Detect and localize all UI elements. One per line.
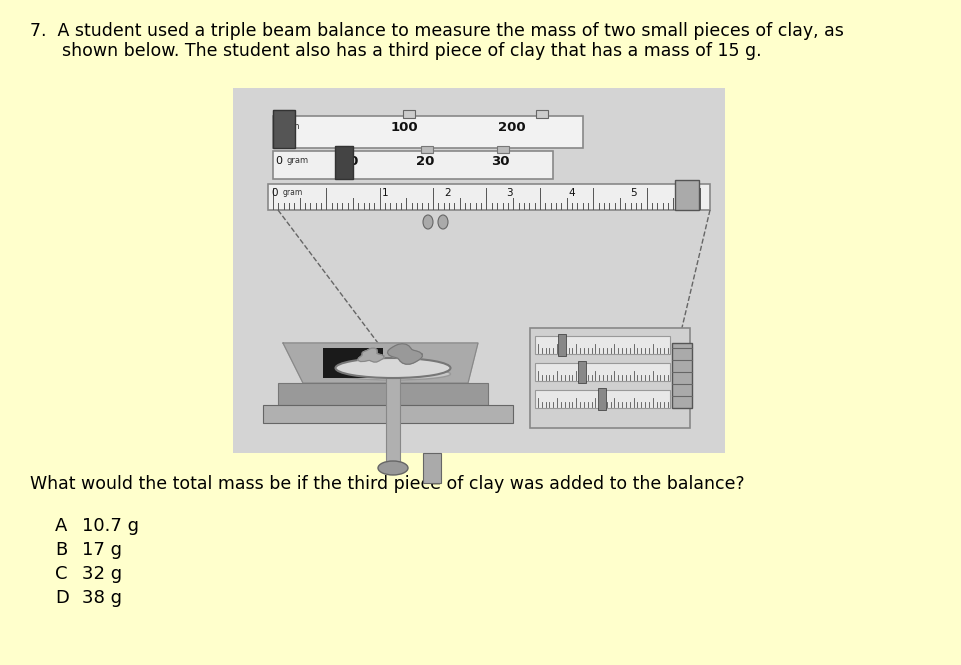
Text: gm: gm: [286, 122, 300, 131]
Bar: [323, 348, 382, 378]
Bar: [268, 184, 709, 210]
Text: 30: 30: [490, 155, 509, 168]
Bar: [672, 343, 691, 408]
Bar: [598, 388, 605, 410]
Text: 5: 5: [629, 188, 636, 198]
Text: gram: gram: [286, 156, 308, 165]
Bar: [534, 390, 669, 408]
Text: 6: 6: [691, 188, 698, 198]
Text: B: B: [55, 541, 67, 559]
Text: 10.7 g: 10.7 g: [82, 517, 138, 535]
Text: 0: 0: [276, 122, 283, 132]
Bar: [273, 151, 553, 179]
Bar: [273, 110, 295, 148]
Text: 38 g: 38 g: [82, 589, 122, 607]
Bar: [530, 328, 689, 428]
Text: 4: 4: [567, 188, 574, 198]
Text: gram: gram: [283, 188, 303, 197]
Text: 1: 1: [382, 188, 388, 198]
Text: 200: 200: [498, 121, 525, 134]
Text: shown below. The student also has a third piece of clay that has a mass of 15 g.: shown below. The student also has a thir…: [62, 42, 761, 60]
Text: 3: 3: [505, 188, 512, 198]
Ellipse shape: [335, 358, 450, 378]
Text: C: C: [55, 565, 67, 583]
Bar: [385, 378, 400, 463]
Text: 32 g: 32 g: [82, 565, 122, 583]
Bar: [262, 405, 512, 423]
Ellipse shape: [335, 368, 450, 380]
Bar: [273, 110, 293, 118]
Bar: [536, 110, 548, 118]
Text: A: A: [55, 517, 67, 535]
Ellipse shape: [437, 215, 448, 229]
Bar: [403, 110, 415, 118]
Text: 17 g: 17 g: [82, 541, 122, 559]
Polygon shape: [387, 344, 422, 364]
Bar: [578, 361, 585, 383]
Ellipse shape: [378, 461, 407, 475]
Bar: [557, 334, 565, 356]
Text: D: D: [55, 589, 69, 607]
Bar: [334, 146, 353, 179]
Bar: [421, 146, 432, 153]
Polygon shape: [357, 348, 383, 362]
Bar: [534, 363, 669, 381]
Bar: [675, 180, 699, 210]
Text: 7.  A student used a triple beam balance to measure the mass of two small pieces: 7. A student used a triple beam balance …: [30, 22, 843, 40]
Bar: [336, 146, 349, 153]
Text: 10: 10: [340, 155, 359, 168]
Text: 0: 0: [275, 156, 282, 166]
Text: 100: 100: [390, 121, 418, 134]
Text: 20: 20: [415, 155, 434, 168]
Text: What would the total mass be if the third piece of clay was added to the balance: What would the total mass be if the thir…: [30, 475, 744, 493]
Bar: [233, 88, 725, 453]
Bar: [534, 336, 669, 354]
Text: 2: 2: [444, 188, 450, 198]
Text: 0: 0: [271, 188, 277, 198]
Polygon shape: [283, 343, 478, 383]
Bar: [273, 116, 582, 148]
Bar: [496, 146, 508, 153]
Bar: [423, 453, 440, 483]
Ellipse shape: [423, 215, 432, 229]
Bar: [278, 383, 487, 405]
